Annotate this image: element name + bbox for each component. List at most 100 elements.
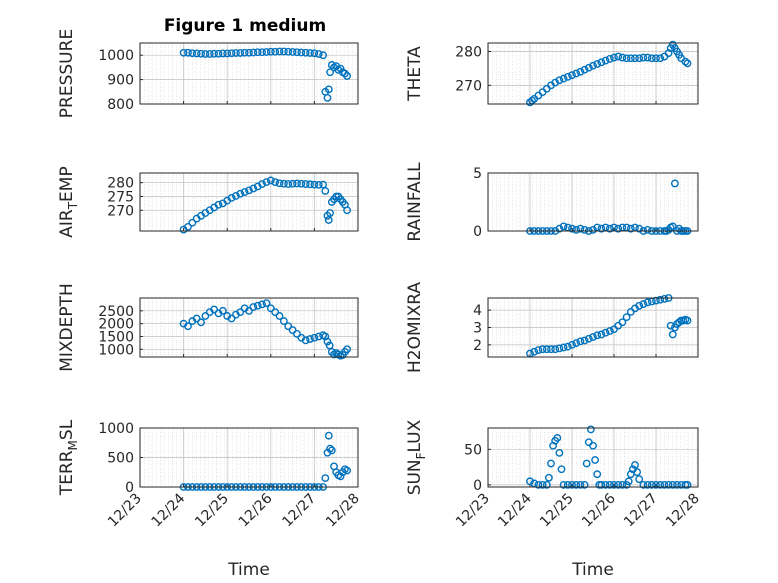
data-point	[668, 480, 677, 489]
data-point	[205, 50, 214, 58]
data-point	[572, 69, 581, 78]
data-point	[210, 49, 219, 58]
data-point	[310, 333, 319, 342]
data-point	[538, 345, 547, 354]
data-point	[188, 49, 197, 58]
y-tick-label: 280	[455, 44, 482, 60]
plot-background	[488, 43, 698, 104]
data-point	[597, 58, 606, 67]
data-point	[258, 300, 266, 309]
data-point	[279, 179, 288, 188]
data-point	[559, 222, 568, 231]
data-point	[288, 179, 297, 188]
data-point	[314, 180, 323, 189]
axes-theta: 270 280 THETA	[405, 40, 699, 107]
data-point	[324, 85, 333, 94]
x-tick-label: 12/28	[323, 491, 363, 531]
y-axis-label: PRESSURE	[57, 29, 77, 118]
data-point	[584, 63, 593, 72]
data-point	[643, 298, 652, 307]
data-point	[319, 51, 328, 60]
data-point	[563, 480, 572, 489]
data-point	[589, 225, 597, 234]
y-axis-label: H2OMIXRA	[405, 282, 425, 373]
data-point	[188, 218, 197, 227]
data-point	[184, 222, 192, 231]
data-point	[675, 318, 683, 327]
data-point	[326, 444, 334, 453]
y-tick-label: 2	[473, 338, 482, 354]
data-point	[227, 49, 236, 58]
data-point	[236, 308, 245, 317]
data-point	[327, 446, 336, 455]
data-point	[605, 224, 614, 233]
y-tick-label: 0	[125, 480, 134, 496]
x-axis-label: Time	[227, 560, 270, 580]
data-point	[618, 480, 627, 489]
data-point	[324, 216, 333, 224]
data-point	[576, 337, 585, 346]
data-point	[275, 47, 284, 56]
data-point	[572, 225, 581, 234]
data-point	[343, 206, 351, 215]
data-point	[551, 345, 560, 354]
data-point	[253, 48, 262, 57]
data-point	[293, 330, 301, 338]
data-point	[626, 224, 635, 233]
data-point	[297, 179, 306, 188]
y-tick-label: 1000	[98, 48, 134, 64]
data-point	[576, 67, 585, 76]
data-point	[201, 312, 210, 320]
y-tick-label: 50	[464, 442, 482, 458]
data-point	[563, 342, 572, 351]
data-point	[223, 49, 232, 58]
data-point	[568, 340, 576, 349]
data-point	[555, 448, 564, 457]
data-point	[218, 49, 227, 58]
data-point	[671, 179, 679, 188]
data-point	[262, 299, 271, 308]
data-point	[306, 49, 314, 57]
y-tick-label: 2500	[98, 304, 134, 320]
data-point	[568, 480, 576, 489]
axes-box	[139, 297, 359, 358]
data-point	[343, 72, 351, 80]
data-point	[591, 456, 599, 464]
y-tick-label: 270	[107, 203, 134, 219]
data-point	[635, 54, 644, 63]
y-tick-label: 4	[473, 303, 482, 319]
data-point	[601, 480, 610, 489]
axes-box	[487, 297, 699, 358]
data-point	[258, 48, 266, 57]
data-point	[614, 52, 623, 61]
data-point	[293, 179, 301, 188]
data-point	[326, 209, 334, 217]
data-point	[605, 480, 614, 489]
data-point	[179, 48, 188, 57]
data-point	[622, 54, 631, 63]
data-point	[279, 47, 288, 56]
y-tick-label: 5	[473, 166, 482, 182]
data-point	[656, 295, 665, 304]
data-point	[568, 71, 576, 80]
data-point	[218, 306, 227, 315]
y-tick-label: 280	[107, 176, 134, 192]
data-point	[538, 480, 547, 489]
x-tick-label: 12/25	[192, 491, 232, 531]
data-point	[201, 50, 210, 58]
data-point	[639, 53, 648, 62]
axes-rainfall: 0 5 RAINFALL	[405, 162, 699, 242]
data-point	[284, 180, 293, 188]
y-tick-label: 270	[455, 78, 482, 94]
y-tick-label: 2000	[98, 317, 134, 333]
data-point	[660, 294, 669, 303]
data-point	[240, 48, 249, 57]
y-tick-label: 900	[107, 73, 134, 89]
data-point	[184, 322, 192, 331]
axes-box	[487, 42, 699, 105]
data-point	[647, 480, 656, 489]
data-point	[284, 322, 293, 331]
data-point	[262, 48, 271, 56]
data-point	[660, 480, 669, 489]
